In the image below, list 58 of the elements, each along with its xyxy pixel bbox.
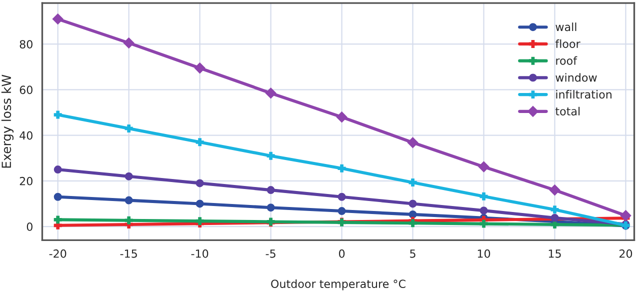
point: [54, 166, 62, 174]
point: [196, 200, 204, 208]
x-tick-label: 10: [478, 249, 490, 258]
point: [266, 152, 275, 160]
legend-label: infiltration: [556, 90, 612, 99]
point: [338, 164, 346, 172]
point: [54, 110, 62, 119]
point: [123, 38, 134, 48]
point: [408, 219, 417, 228]
point: [480, 220, 488, 228]
point: [338, 192, 346, 201]
x-tick-label: -10: [191, 249, 208, 258]
x-tick-label: -15: [120, 250, 137, 258]
point: [52, 14, 64, 24]
x-axis-title: Outdoor temperature °C: [271, 279, 406, 290]
legend-label: floor: [555, 39, 580, 48]
point: [408, 210, 417, 218]
y-tick-label: 20: [20, 176, 32, 186]
y-tick-label: 40: [20, 131, 32, 140]
point: [196, 138, 204, 146]
point: [408, 200, 417, 208]
x-tick-label: 0: [338, 249, 345, 258]
y-axis-title: Exergy loss kW: [1, 74, 14, 168]
point: [549, 184, 560, 196]
legend-label: roof: [556, 56, 578, 65]
point: [338, 207, 346, 216]
point: [266, 204, 275, 212]
legend-label: total: [555, 106, 580, 116]
x-tick-label: 5: [410, 250, 416, 258]
legend-label: window: [556, 73, 597, 82]
x-tick-label: 20: [619, 249, 632, 258]
x-tick-label: -20: [49, 249, 66, 258]
point: [266, 186, 275, 194]
point: [480, 192, 488, 200]
point: [194, 62, 206, 74]
point: [480, 206, 488, 215]
x-tick-label: 15: [548, 250, 561, 258]
point: [124, 196, 133, 204]
x-tick-label: -5: [266, 250, 276, 258]
point: [407, 137, 418, 148]
y-tick-label: 80: [20, 40, 32, 48]
point: [54, 192, 62, 201]
point: [124, 216, 133, 224]
point: [265, 88, 276, 99]
point: [196, 217, 204, 226]
y-tick-label: 60: [20, 86, 32, 94]
point: [478, 161, 490, 172]
y-tick-label: 0: [26, 222, 32, 231]
point: [124, 124, 133, 132]
point: [550, 206, 559, 214]
point: [336, 112, 348, 123]
point: [124, 172, 133, 180]
legend-label: wall: [556, 22, 576, 32]
point: [54, 216, 62, 224]
point: [550, 220, 559, 228]
point: [196, 179, 204, 188]
point: [408, 178, 417, 187]
point: [620, 210, 632, 222]
